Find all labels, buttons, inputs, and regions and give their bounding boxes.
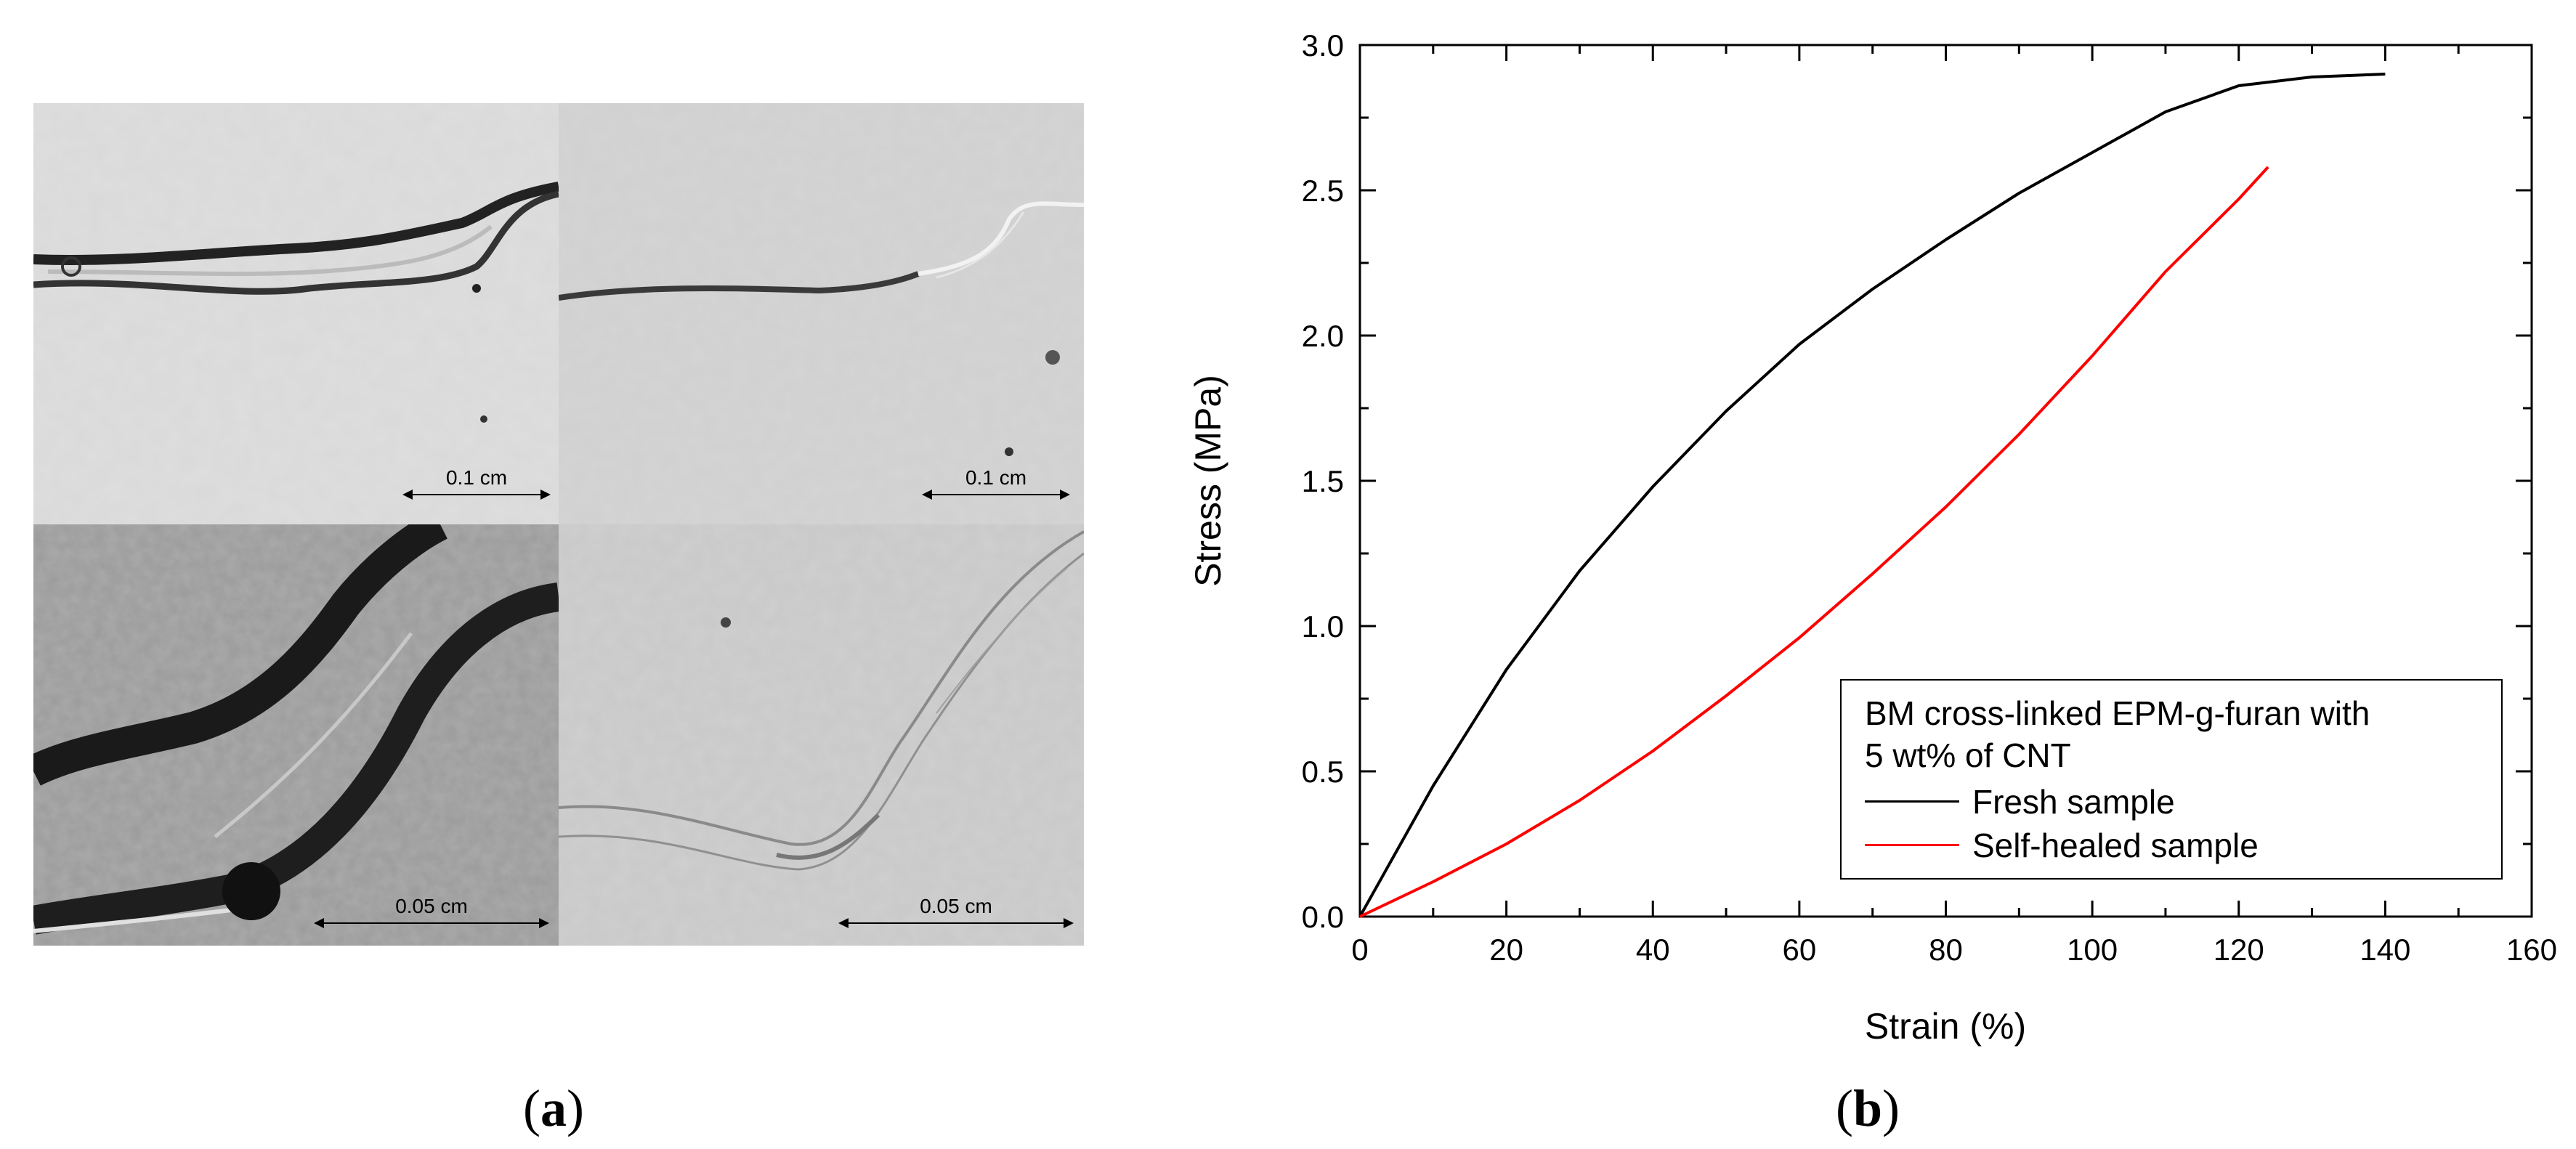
y-tick-label: 1.5 — [1302, 464, 1344, 498]
micrograph-bottom-left — [33, 524, 559, 946]
legend-label-self-healed: Self-healed sample — [1972, 827, 2259, 864]
legend-swatch-self-healed — [1865, 844, 1959, 847]
micrograph-top-left — [33, 103, 559, 524]
series-lines — [1358, 73, 2386, 918]
micrograph-grid: 0.1 cm 0.1 cm 0.05 cm 0.05 cm — [33, 103, 1084, 946]
micrograph-fresh-crack-image — [33, 103, 559, 524]
series-line-fresh-sample — [1358, 73, 2386, 917]
legend-label-fresh: Fresh sample — [1972, 783, 2175, 821]
y-axis-label: Stress (MPa) — [1188, 375, 1228, 587]
scale-bar-top-right: 0.1 cm — [922, 466, 1070, 500]
x-tick-label: 120 — [2214, 933, 2264, 967]
scale-bar-label: 0.05 cm — [395, 895, 468, 917]
y-tick-label: 2.5 — [1302, 174, 1344, 208]
legend-entry-self-healed: Self-healed sample — [1865, 826, 2259, 865]
scale-bar-top-left: 0.1 cm — [402, 466, 551, 500]
x-axis-ticks: 0 20 40 60 80 100 120 140 160 — [1351, 45, 2557, 967]
x-tick-label: 0 — [1351, 933, 1368, 967]
x-axis-label: Strain (%) — [1865, 1006, 2026, 1047]
panel-label-a: (a) — [523, 1079, 584, 1137]
legend-swatch-fresh — [1865, 800, 1959, 803]
scale-bar-label: 0.1 cm — [445, 466, 508, 489]
x-tick-label: 20 — [1489, 933, 1523, 967]
x-tick-label: 160 — [2506, 933, 2557, 967]
y-tick-label: 3.0 — [1302, 28, 1344, 62]
x-tick-label: 100 — [2067, 933, 2118, 967]
x-tick-label: 60 — [1783, 933, 1817, 967]
panel-label-b: (b) — [1836, 1079, 1900, 1137]
y-tick-label: 2.0 — [1302, 319, 1344, 353]
panel-label-a-letter: a — [540, 1079, 567, 1137]
scale-bar-label: 0.1 cm — [965, 466, 1027, 489]
legend-title-line-1: BM cross-linked EPM-g-furan with — [1865, 694, 2370, 732]
scale-bar-line — [402, 490, 551, 500]
legend-entry-fresh: Fresh sample — [1865, 782, 2175, 821]
y-tick-label: 0.0 — [1302, 900, 1344, 934]
y-tick-label: 0.5 — [1302, 755, 1344, 789]
scale-bar-label: 0.05 cm — [920, 895, 992, 917]
scale-bar-line — [838, 918, 1074, 928]
micrograph-healed-crack-image — [559, 103, 1084, 524]
scale-bar-line — [314, 918, 549, 928]
x-tick-label: 80 — [1929, 933, 1963, 967]
micrograph-fresh-crack-zoom-image — [33, 524, 559, 946]
micrograph-healed-crack-zoom-image — [559, 524, 1084, 946]
micrograph-top-right — [559, 103, 1084, 524]
legend-title-line-2: 5 wt% of CNT — [1865, 736, 2071, 774]
scale-bar-bottom-right: 0.05 cm — [838, 895, 1074, 928]
scale-bar-line — [922, 490, 1070, 500]
y-axis-ticks: 0.0 0.5 1.0 1.5 2.0 2.5 3.0 — [1302, 28, 2532, 934]
x-tick-label: 40 — [1636, 933, 1670, 967]
micrograph-bottom-right — [559, 524, 1084, 946]
y-tick-label: 1.0 — [1302, 609, 1344, 643]
x-tick-label: 140 — [2360, 933, 2410, 967]
scale-bar-bottom-left: 0.05 cm — [314, 895, 549, 928]
panel-label-b-letter: b — [1852, 1079, 1883, 1137]
series-line-self-healed-sample — [1359, 166, 2269, 918]
chart-legend: BM cross-linked EPM-g-furan with 5 wt% o… — [1840, 679, 2503, 880]
